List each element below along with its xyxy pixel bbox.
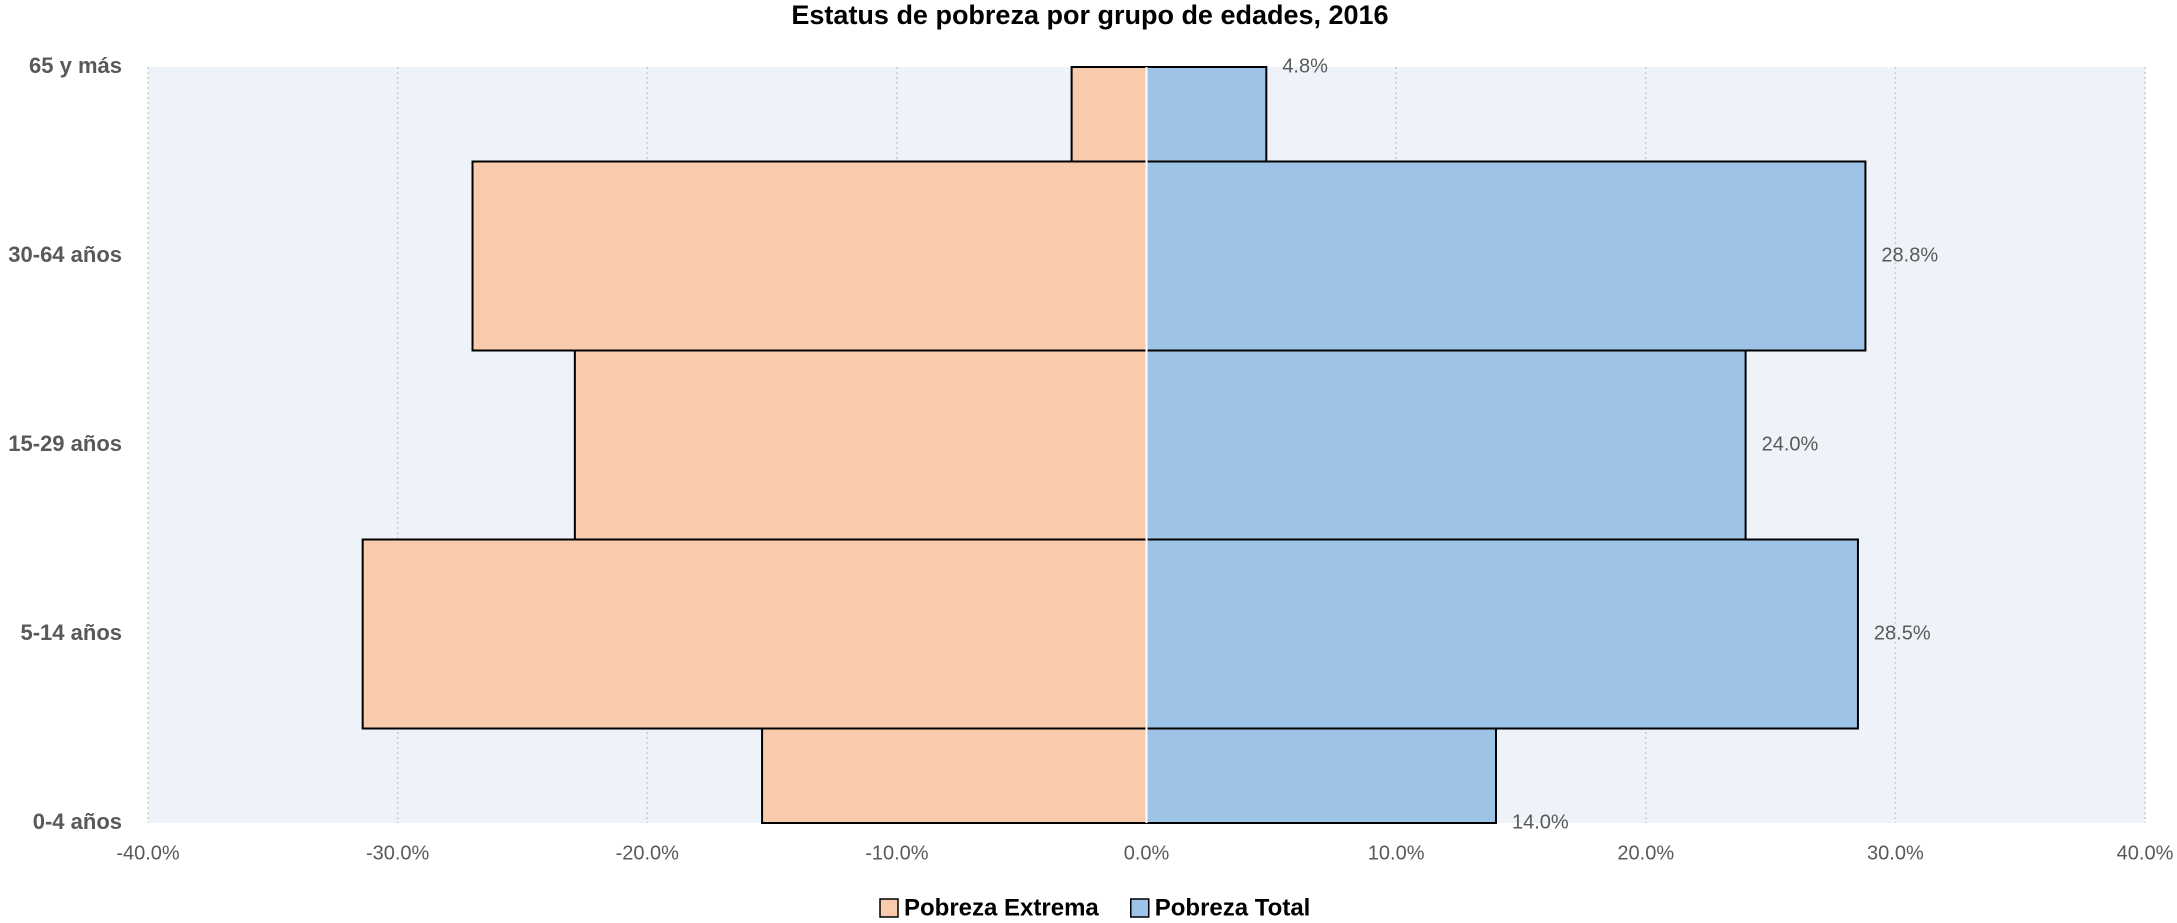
x-tick-label: -20.0% [616,842,680,864]
x-tick-label: -10.0% [865,842,929,864]
y-tick-label: 30-64 años [8,242,122,267]
bar [1070,66,1148,163]
y-tick-label: 65 y más [29,53,122,78]
y-tick-label: 15-29 años [8,431,122,456]
bar [471,160,1148,352]
data-label: 14.0% [1512,811,1569,833]
data-label: 28.5% [1874,622,1931,644]
bar [1145,727,1497,824]
x-tick-label: 10.0% [1368,842,1425,864]
bar [1145,349,1747,541]
bar [573,349,1148,541]
y-tick-label: 0-4 años [33,809,122,834]
data-label: 24.0% [1762,433,1819,455]
bar [1145,66,1268,163]
bar [1145,160,1867,352]
x-tick-label: -30.0% [366,842,430,864]
y-tick-label: 5-14 años [21,620,123,645]
legend-swatch [1130,898,1150,918]
x-tick-label: 40.0% [2117,842,2174,864]
x-tick-label: 20.0% [1617,842,1674,864]
x-tick-label: 30.0% [1867,842,1924,864]
data-label: 28.8% [1881,244,1938,266]
legend-label: Pobreza Extrema [904,894,1099,921]
data-label: 4.8% [1282,55,1328,77]
bar [761,727,1148,824]
x-tick-label: -40.0% [116,842,180,864]
legend-label: Pobreza Total [1155,894,1311,921]
legend-swatch [879,898,899,918]
x-tick-label: 0.0% [1124,842,1170,864]
bar [361,538,1148,730]
chart-title: Estatus de pobreza por grupo de edades, … [791,0,1388,30]
bar [1145,538,1859,730]
